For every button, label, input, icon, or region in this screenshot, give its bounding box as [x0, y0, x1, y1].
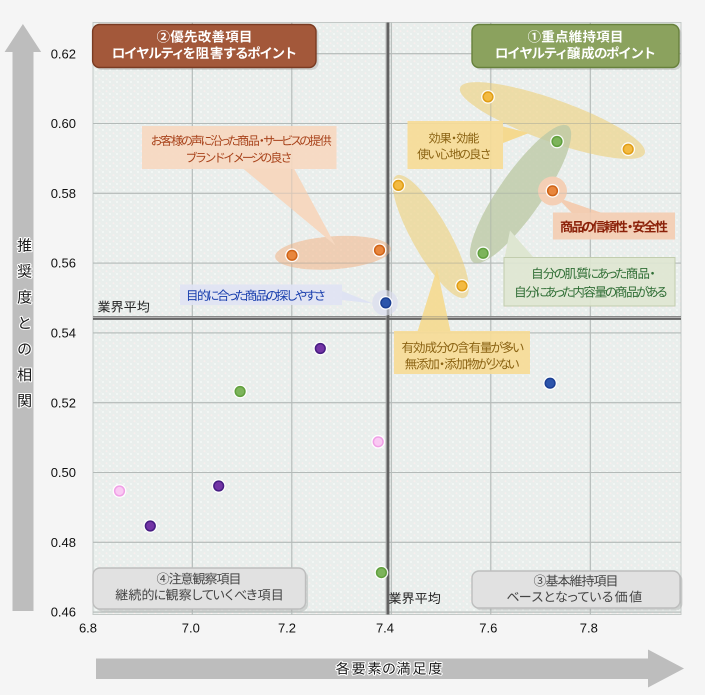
svg-text:0.52: 0.52 [51, 395, 76, 410]
svg-text:0.54: 0.54 [51, 326, 76, 341]
svg-text:6.8: 6.8 [79, 621, 97, 636]
svg-text:7.2: 7.2 [278, 621, 296, 636]
svg-text:7.8: 7.8 [580, 621, 598, 636]
svg-text:0.58: 0.58 [51, 186, 76, 201]
svg-text:0.62: 0.62 [51, 46, 76, 61]
svg-text:7.0: 7.0 [182, 621, 200, 636]
svg-text:0.46: 0.46 [51, 605, 76, 620]
svg-text:7.6: 7.6 [479, 621, 497, 636]
svg-text:0.50: 0.50 [51, 465, 76, 480]
svg-text:0.60: 0.60 [51, 116, 76, 131]
svg-text:7.4: 7.4 [376, 621, 394, 636]
svg-text:0.48: 0.48 [51, 535, 76, 550]
svg-text:0.56: 0.56 [51, 256, 76, 271]
